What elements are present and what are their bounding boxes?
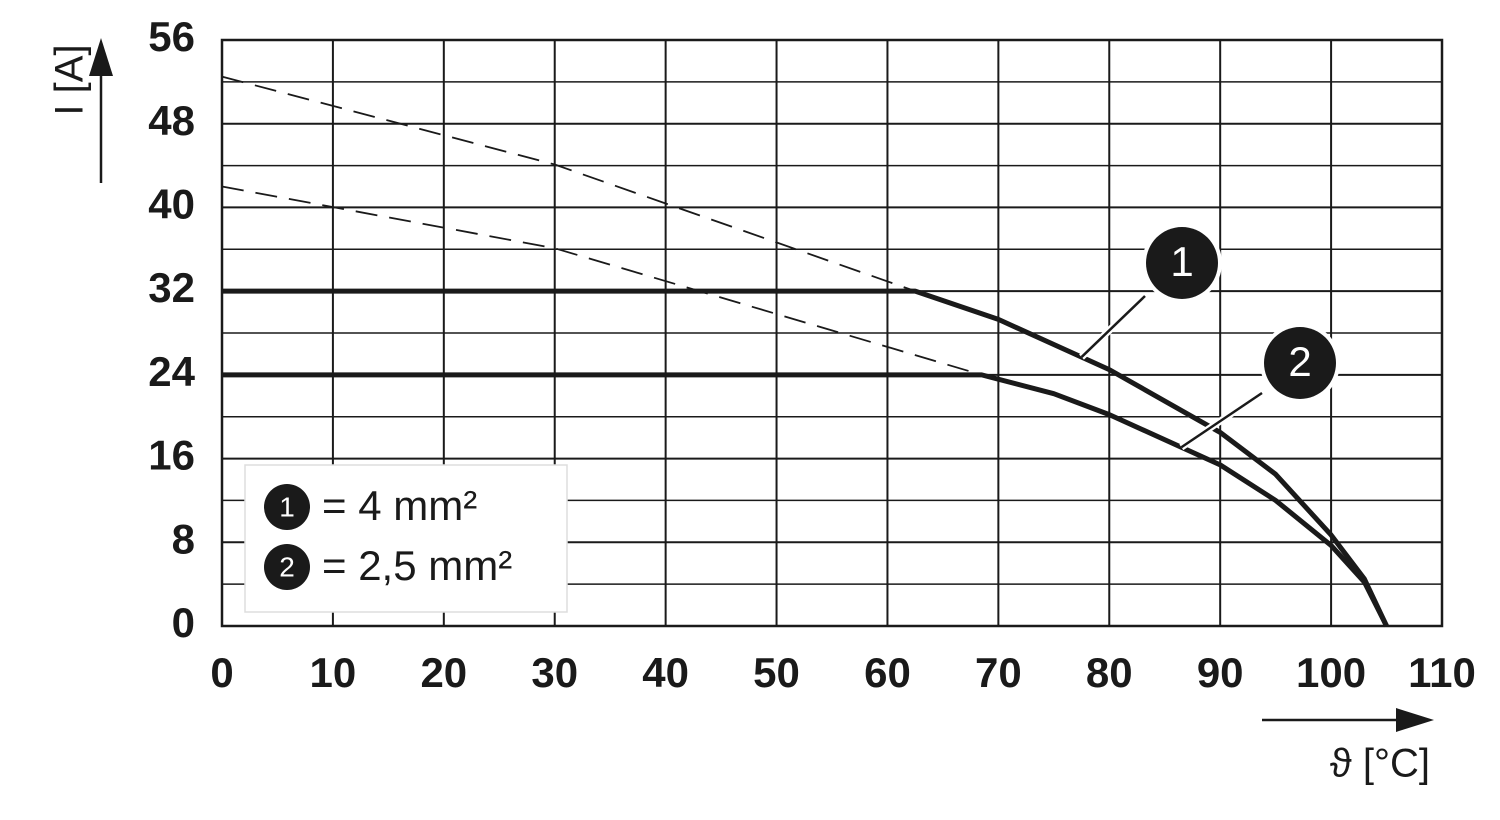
extrapolation-line [221, 185, 982, 376]
extrapolation-line [221, 75, 916, 292]
x-axis-arrowhead [1396, 708, 1434, 732]
y-tick-label: 24 [148, 348, 195, 395]
x-tick-label: 80 [1086, 649, 1133, 696]
plot-frame [220, 38, 1444, 628]
derating-curve [222, 372, 1389, 628]
legend-marker [264, 484, 310, 530]
x-tick-label: 10 [310, 649, 357, 696]
callout-leader [1180, 391, 1263, 449]
legend-marker-number: 2 [279, 551, 295, 582]
y-tick-label: 40 [148, 181, 195, 228]
y-axis-arrowhead [89, 38, 113, 76]
derating-curve [222, 288, 1389, 628]
callout-number: 1 [1170, 238, 1193, 285]
x-tick-label: 0 [210, 649, 233, 696]
x-axis-label: ϑ [°C] [1330, 742, 1430, 786]
y-axis-label: I [A] [48, 44, 92, 115]
legend-marker [264, 544, 310, 590]
x-tick-label: 40 [642, 649, 689, 696]
callout-circle [1264, 327, 1336, 399]
x-tick-label: 90 [1197, 649, 1244, 696]
y-tick-label: 32 [148, 264, 195, 311]
x-tick-label: 60 [864, 649, 911, 696]
x-tick-label: 110 [1408, 649, 1476, 696]
callout-circle [1146, 227, 1218, 299]
x-tick-label: 70 [975, 649, 1022, 696]
y-tick-label: 16 [148, 432, 195, 479]
callout-number: 2 [1288, 338, 1311, 385]
y-tick-label: 0 [172, 599, 195, 646]
x-tick-label: 30 [531, 649, 578, 696]
legend-label: = 4 mm² [322, 482, 477, 529]
x-tick-label: 50 [753, 649, 800, 696]
y-tick-label: 48 [148, 97, 195, 144]
y-tick-label: 8 [172, 515, 195, 562]
y-tick-label: 56 [148, 13, 195, 60]
legend-marker-number: 1 [279, 491, 295, 522]
legend-label: = 2,5 mm² [322, 542, 512, 589]
callout-leader [1080, 295, 1146, 358]
x-tick-label: 20 [420, 649, 467, 696]
x-tick-label: 100 [1296, 649, 1366, 696]
